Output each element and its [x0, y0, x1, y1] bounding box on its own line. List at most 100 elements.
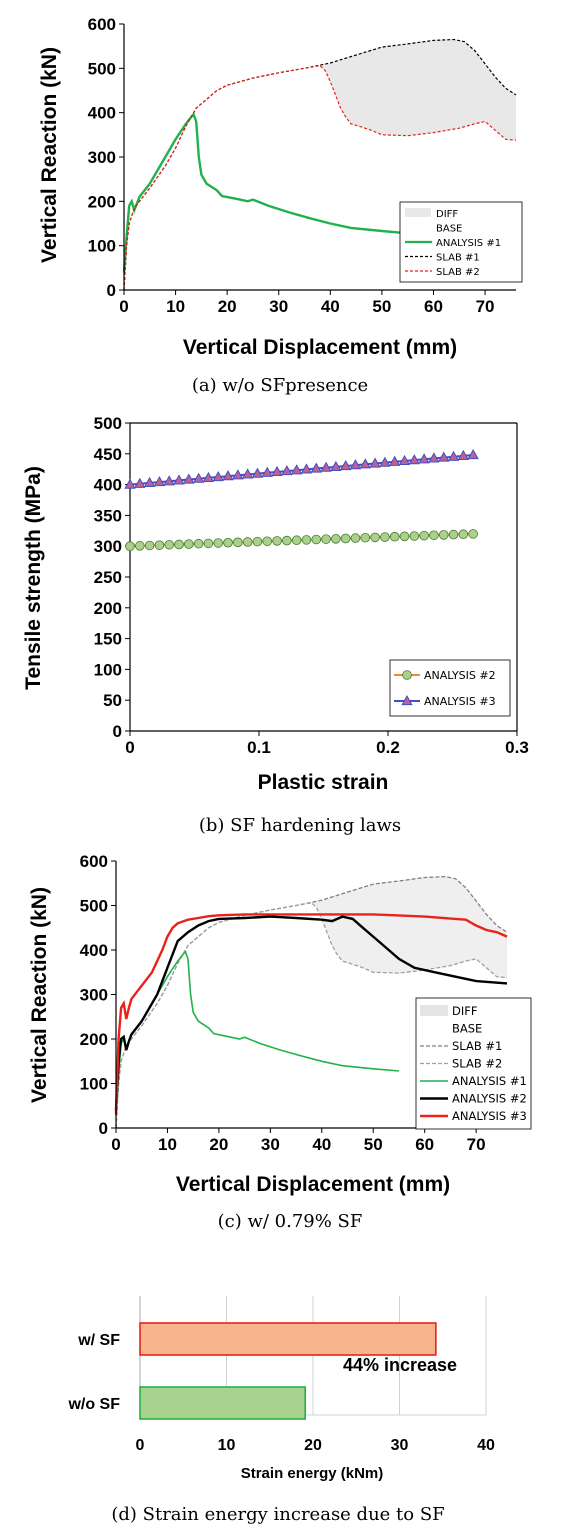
legend-label: DIFF [436, 209, 458, 220]
y-tick-label: 250 [94, 568, 122, 587]
x-tick-label: 10 [158, 1135, 177, 1154]
chart-b-ylabel: Tensile strength (MPa) [22, 466, 45, 690]
x-tick-label: 20 [218, 297, 237, 316]
legend-label: ANALYSIS #3 [424, 695, 496, 708]
data-point [447, 450, 460, 461]
data-point [212, 470, 224, 482]
y-tick-label: 400 [88, 104, 116, 123]
data-point [203, 538, 214, 549]
y-tick-label: 350 [94, 506, 122, 525]
data-point [144, 540, 155, 551]
data-point [320, 461, 332, 472]
x-tick-label: 10 [218, 1437, 236, 1454]
x-tick-label: 50 [364, 1135, 383, 1154]
data-point [438, 451, 450, 462]
series-line-5 [114, 913, 508, 1115]
legend-label: SLAB #1 [452, 1039, 502, 1053]
chart-a-legend: DIFF BASE ANALYSIS #1 SLAB #1 SLAB #2 [399, 201, 523, 283]
y-tick-label: 150 [94, 630, 122, 649]
data-point [271, 465, 283, 477]
category-label: w/ SF [77, 1332, 120, 1349]
x-tick-label: 40 [312, 1135, 331, 1154]
data-point [272, 536, 282, 546]
data-point [163, 475, 175, 486]
data-point [143, 476, 156, 488]
data-point [398, 454, 411, 466]
data-point [281, 465, 293, 476]
data-point [340, 459, 352, 471]
x-tick-label: 0 [111, 1135, 120, 1154]
x-tick-label: 50 [372, 297, 391, 316]
legend-label: SLAB #1 [436, 253, 480, 264]
data-point [173, 474, 185, 485]
data-point [251, 467, 264, 478]
y-tick-label: 450 [94, 445, 122, 464]
y-tick-label: 50 [103, 691, 122, 710]
caption-a: (a) w/o SFpresence [192, 375, 368, 396]
x-tick-label: 10 [166, 297, 185, 316]
series-line-4 [114, 915, 508, 1111]
data-point [300, 463, 313, 474]
data-point [429, 530, 439, 541]
y-tick-label: 200 [88, 192, 116, 211]
data-point [349, 459, 362, 470]
data-point [389, 455, 401, 466]
y-tick-label: 100 [80, 1074, 108, 1093]
bar [139, 1386, 307, 1420]
x-tick-label: 60 [424, 297, 443, 316]
chart-d-annotation: 44% increase [343, 1355, 457, 1375]
y-tick-label: 200 [80, 1030, 108, 1049]
y-tick-label: 0 [113, 722, 122, 741]
category-label: w/o SF [67, 1396, 120, 1413]
data-point [350, 533, 361, 543]
x-tick-label: 40 [477, 1437, 495, 1454]
legend-marker [401, 694, 413, 706]
legend-label: BASE [436, 224, 462, 235]
y-tick-label: 300 [80, 985, 108, 1004]
legend-label: SLAB #2 [452, 1057, 502, 1071]
chart-a-xlabel: Vertical Displacement (mm) [183, 336, 457, 359]
x-tick-label: 0.1 [247, 738, 271, 757]
data-point [340, 533, 351, 544]
data-point [154, 540, 165, 550]
data-point [438, 530, 449, 540]
data-point [125, 541, 135, 551]
data-point [233, 537, 243, 548]
chart-c-xlabel: Vertical Displacement (mm) [176, 1173, 450, 1196]
data-point [241, 468, 254, 479]
data-point [192, 472, 205, 483]
data-point [222, 470, 234, 481]
y-tick-label: 0 [99, 1119, 108, 1138]
y-tick-label: 200 [94, 599, 122, 618]
caption-b: (b) SF hardening laws [199, 815, 401, 836]
x-tick-label: 0 [136, 1437, 145, 1454]
legend-label: ANALYSIS #1 [452, 1074, 527, 1088]
chart-d-xlabel: Strain energy (kNm) [241, 1465, 384, 1482]
x-tick-label: 30 [261, 1135, 280, 1154]
series-line-1 [122, 112, 408, 273]
data-point [282, 535, 292, 546]
data-point [184, 539, 194, 549]
data-point [213, 538, 224, 548]
legend-label: ANALYSIS #2 [424, 669, 496, 682]
legend-swatch [420, 1005, 448, 1016]
diff-area [311, 876, 507, 978]
series-line-3 [123, 65, 517, 291]
x-tick-label: 60 [415, 1135, 434, 1154]
y-tick-label: 0 [107, 281, 116, 300]
x-tick-label: 0 [119, 297, 128, 316]
data-point [202, 471, 215, 482]
chart-c: 0 10 20 30 40 50 60 70 0 100 200 300 400 500 600 Verti… [28, 852, 532, 1196]
x-tick-label: 30 [269, 297, 288, 316]
data-point [291, 464, 303, 475]
y-tick-label: 100 [94, 660, 122, 679]
data-point [261, 466, 273, 477]
y-tick-label: 500 [88, 59, 116, 78]
data-point [448, 529, 459, 540]
data-point [468, 529, 478, 539]
data-point [301, 535, 312, 545]
chart-c-legend: DIFF BASE SLAB #1 SLAB #2 ANALYSIS #1 ANALYSI… [415, 997, 532, 1130]
legend-label: SLAB #2 [436, 267, 480, 278]
y-tick-label: 300 [94, 537, 122, 556]
